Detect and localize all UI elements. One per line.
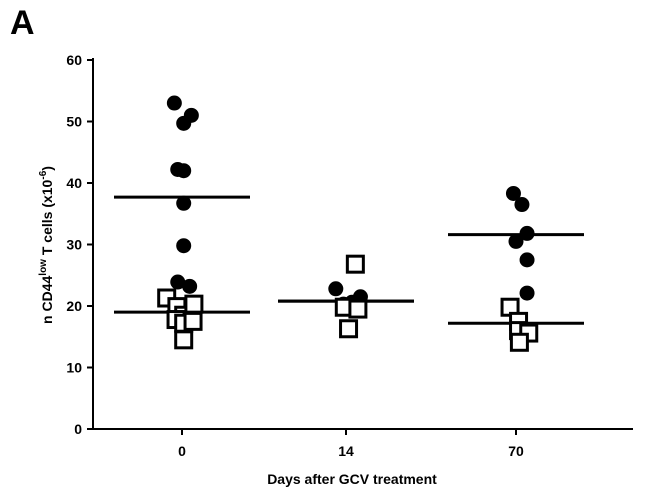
y-axis-title-end: ) (39, 166, 55, 171)
data-points (157, 95, 539, 352)
data-point-circle (519, 285, 535, 301)
data-point-circle (176, 163, 192, 179)
data-point-circle (182, 278, 198, 294)
data-point-square (509, 332, 529, 352)
y-tick-label: 0 (74, 421, 82, 437)
y-axis-title-rest: T cells (x10 (39, 179, 55, 259)
data-point-square (345, 254, 365, 274)
data-point-square (183, 311, 203, 331)
data-point-circle (170, 274, 186, 290)
data-point-circle (519, 252, 535, 268)
data-point-square (348, 299, 368, 319)
data-point-circle (519, 225, 535, 241)
x-axis-ticks: 0 14 70 (178, 429, 524, 459)
data-point-circle (514, 197, 530, 213)
panel-label: A (10, 4, 35, 42)
data-point-circle (508, 233, 524, 249)
x-tick-label: 14 (338, 443, 354, 459)
x-tick-label: 0 (178, 443, 186, 459)
data-point-circle (505, 185, 521, 201)
y-tick-label: 40 (66, 175, 82, 191)
y-axis-title: n CD44low T cells (x10-6) (38, 166, 55, 324)
y-axis-ticks: 0 10 20 30 40 50 60 (66, 52, 93, 437)
y-axis-title-exp: -6 (38, 170, 49, 179)
data-point-square (174, 330, 194, 350)
data-point-circle (166, 95, 182, 111)
x-tick-label: 70 (508, 443, 524, 459)
axes (92, 58, 633, 430)
y-tick-label: 60 (66, 52, 82, 68)
data-point-circle (328, 281, 344, 297)
data-point-circle (176, 238, 192, 254)
y-tick-label: 10 (66, 360, 82, 376)
data-point-square (184, 294, 204, 314)
data-point-circle (183, 107, 199, 123)
data-point-circle (176, 195, 192, 211)
y-axis-title-base: n CD44 (39, 275, 55, 323)
x-axis-title: Days after GCV treatment (267, 471, 437, 487)
y-axis-title-sup: low (38, 259, 49, 276)
y-tick-label: 50 (66, 114, 82, 130)
y-tick-label: 30 (66, 237, 82, 253)
y-tick-label: 20 (66, 298, 82, 314)
data-point-square (339, 319, 359, 339)
